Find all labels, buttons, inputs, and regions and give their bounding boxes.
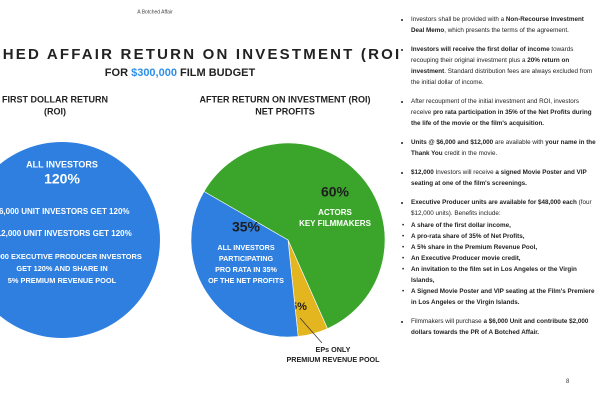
bold-run: Non-Recourse Investment Deal Memo	[411, 16, 584, 34]
bold-run: Investors will receive the first dollar …	[411, 46, 550, 53]
slice-text: $48,000 EXECUTIVE PRODUCER INVESTORS	[0, 252, 142, 261]
pie-title: FIRST DOLLAR RETURN	[2, 94, 108, 104]
bold-run: $12,000	[411, 169, 434, 176]
slice-text: ALL INVESTORS	[217, 243, 274, 252]
sub-bullet: A Signed Movie Poster and VIP seating at…	[411, 286, 598, 308]
bullet: Investors will receive the first dollar …	[411, 44, 598, 88]
bullet: Units @ $6,000 and $12,000 are available…	[411, 137, 598, 159]
bullet: After recoupment of the initial investme…	[411, 96, 598, 129]
bullet-list: Investors shall be provided with a Non-R…	[402, 14, 598, 338]
sub-bullet: An Executive Producer movie credit,	[411, 253, 598, 264]
pie-title: (ROI)	[44, 106, 66, 116]
subtitle-text: FILM BUDGET	[177, 67, 255, 79]
sub-bullet: A pro-rata share of 35% of Net Profits,	[411, 231, 598, 242]
subtitle: FOR $300,000 FILM BUDGET	[105, 67, 256, 79]
page-number: 8	[566, 379, 570, 385]
slice-text: 5% PREMIUM REVENUE POOL	[8, 276, 117, 285]
bold-run: your name in the Thank You	[411, 139, 596, 157]
slice-text: ALL INVESTORS	[26, 159, 98, 169]
pie-title: AFTER RETURN ON INVESTMENT (ROI)	[200, 94, 371, 104]
bold-run: Units @ $6,000 and $12,000	[411, 139, 494, 146]
slice-label: 60%	[321, 184, 350, 200]
bold-run: pro rata participation in 35% of the Net…	[411, 109, 592, 127]
callout-line	[299, 317, 323, 344]
bold-run: a $6,000 Unit and contribute $2,000 doll…	[411, 318, 589, 336]
slice-text: 120%	[44, 171, 80, 187]
slice-text: $12,000 UNIT INVESTORS GET 120%	[0, 229, 132, 238]
sub-bullet: An invitation to the film set in Los Ang…	[411, 264, 598, 286]
bullet: $12,000 Investors will receive a signed …	[411, 167, 598, 189]
bold-run: 20% return on investment	[411, 57, 570, 75]
subtitle-text: FOR	[105, 67, 131, 79]
slice-note: EPs ONLY	[316, 345, 351, 354]
text-run: . Standard distribution fees are always …	[411, 68, 593, 86]
slice-text: $6,000 UNIT INVESTORS GET 120%	[0, 207, 130, 216]
sub-bullet-text: An invitation to the film set in Los Ang…	[411, 266, 577, 284]
sub-bullet-text: A share of the first dollar income,	[411, 222, 511, 229]
pie-slice	[190, 191, 299, 338]
bold-run: a signed Movie Poster and VIP seating at…	[411, 169, 587, 187]
sub-bullet-text: An Executive Producer movie credit,	[411, 255, 521, 262]
text-run: towards recouping their original investm…	[411, 46, 574, 64]
bold-run: Executive Producer units are available f…	[411, 199, 577, 206]
pie-title: NET PROFITS	[255, 106, 315, 116]
text-run: , which presents the terms of the agreem…	[444, 27, 569, 34]
title: BOTCHED AFFAIR RETURN ON INVESTMENT (ROI…	[0, 46, 400, 63]
sub-list: A share of the first dollar income, A pro…	[411, 220, 598, 308]
sub-bullet: A 5% share in the Premium Revenue Pool,	[411, 242, 598, 253]
slice-note: PREMIUM REVENUE POOL	[286, 355, 380, 364]
text-run: (four $12,000 units). Benefits include:	[411, 199, 592, 217]
subtitle-highlight: $300,000	[131, 67, 177, 79]
text-run: Investors shall be provided with a	[411, 16, 506, 23]
slice-text: PRO RATA IN 35%	[215, 265, 277, 274]
slice-text: GET 120% AND SHARE IN	[16, 264, 107, 273]
slice-label: 35%	[232, 219, 261, 235]
sub-bullet-text: A 5% share in the Premium Revenue Pool,	[411, 244, 538, 251]
sub-bullet-text: A Signed Movie Poster and VIP seating at…	[411, 288, 595, 306]
text-run: Filmmakers will purchase	[411, 318, 484, 325]
text-run: are available with	[493, 139, 546, 146]
pie-slice	[203, 142, 386, 330]
bullet: Filmmakers will purchase a $6,000 Unit a…	[411, 316, 598, 338]
sub-bullet: A share of the first dollar income,	[411, 220, 598, 231]
text-run: credit in the movie.	[442, 150, 498, 157]
bullet: Investors shall be provided with a Non-R…	[411, 14, 598, 36]
bullet: Executive Producer units are available f…	[411, 197, 598, 308]
sub-bullet-text: A pro-rata share of 35% of Net Profits,	[411, 233, 525, 240]
pie-slice	[0, 142, 160, 338]
header: A Botched Affair	[137, 9, 173, 15]
terms-column: Investors shall be provided with a Non-R…	[402, 14, 598, 346]
slide-art: A Botched Affair BOTCHED AFFAIR RETURN O…	[0, 9, 400, 364]
text-run: After recoupment of the initial investme…	[411, 98, 579, 116]
slice-text: OF THE NET PROFITS	[208, 276, 284, 285]
text-run: Investors will receive	[433, 169, 496, 176]
slice-text: PARTICIPATING	[219, 254, 274, 263]
slice-text: KEY FILMMAKERS	[299, 219, 372, 228]
slice-text: ACTORS	[318, 208, 352, 217]
